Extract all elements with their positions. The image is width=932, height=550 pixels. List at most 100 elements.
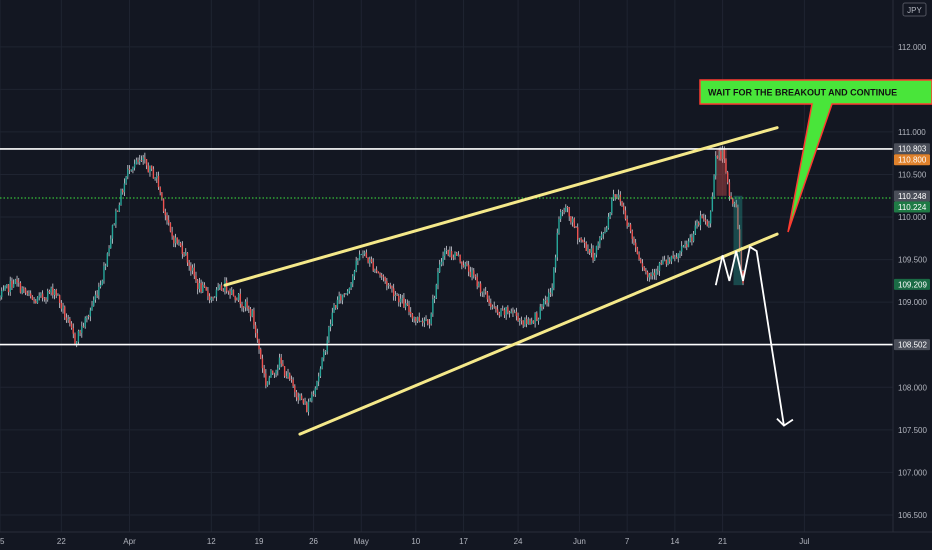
candle-body — [275, 370, 277, 375]
candle-body — [732, 198, 734, 204]
candle-body — [91, 305, 93, 311]
candle-body — [55, 289, 57, 296]
candle-body — [241, 304, 243, 308]
candle-body — [587, 249, 589, 252]
candle-body — [733, 203, 736, 205]
candle-body — [48, 290, 51, 293]
candle-body — [708, 223, 710, 226]
candle-body — [440, 261, 443, 265]
candle-body — [510, 311, 512, 314]
candle-body — [570, 216, 572, 223]
candle-body — [341, 294, 344, 301]
price-tags: 110.803 110.800 110.248 110.224 109.209 108.5… — [894, 143, 930, 351]
candle-body — [445, 250, 448, 251]
candle-body — [650, 274, 652, 276]
x-tick-label: Apr — [123, 537, 136, 546]
candle-body — [137, 160, 139, 162]
candle-body — [669, 259, 671, 262]
candle-body — [200, 283, 202, 292]
candle-body — [379, 273, 381, 275]
candle-body — [243, 307, 245, 308]
candle-body — [626, 218, 628, 226]
price-tag-label: 108.502 — [898, 341, 927, 350]
candle-body — [554, 257, 557, 268]
candle-body — [590, 248, 593, 253]
candle-body — [65, 317, 68, 321]
candle-body — [449, 251, 451, 256]
candle-body — [381, 274, 383, 277]
x-tick-label: 15 — [0, 537, 5, 546]
price-tag-label: 109.209 — [898, 280, 927, 289]
candle-body — [464, 263, 466, 267]
candle-body — [508, 312, 511, 314]
candle-body — [186, 252, 189, 263]
candle-body — [387, 284, 390, 286]
candle-body — [573, 218, 576, 228]
candle-body — [711, 196, 714, 212]
candle-body — [307, 401, 310, 413]
candle-body — [142, 157, 144, 161]
candle-body — [2, 289, 5, 291]
candle-body — [273, 373, 276, 375]
candle-body — [634, 242, 637, 248]
candle-body — [139, 159, 141, 162]
candle-body — [563, 211, 565, 212]
candle-body — [444, 250, 446, 256]
candle-body — [174, 237, 177, 244]
candle-body — [641, 263, 644, 268]
annotation-callout[interactable]: WAIT FOR THE BREAKOUT AND CONTINUE — [699, 79, 932, 233]
candle-body — [188, 262, 190, 266]
candle-body — [289, 373, 291, 380]
candle-body — [703, 218, 705, 220]
candle-body — [116, 210, 119, 212]
candle-body — [328, 327, 330, 341]
callout-bubble — [699, 79, 932, 233]
candle-body — [559, 212, 562, 220]
candle-body — [556, 233, 558, 258]
candle-body — [471, 270, 473, 277]
candle-body — [544, 300, 547, 301]
candle-body — [401, 297, 403, 299]
candle-body — [340, 295, 342, 301]
candle-body — [735, 203, 737, 208]
candle-body — [726, 172, 729, 183]
candle-body — [588, 249, 591, 253]
candle-body — [447, 250, 449, 256]
candle-body — [123, 183, 126, 193]
time-axis[interactable]: 15 22 Apr 12 19 26 May 10 17 24 Jun 7 14 21 Jul — [0, 537, 810, 546]
candle-body — [469, 271, 472, 277]
candle-body — [730, 195, 732, 199]
candle-body — [536, 313, 538, 322]
candle-body — [551, 288, 553, 294]
candle-body — [575, 227, 577, 228]
candle-body — [99, 284, 102, 287]
candle-body — [611, 198, 613, 214]
candle-body — [64, 306, 66, 318]
candle-body — [631, 231, 633, 239]
candle-body — [623, 205, 625, 211]
candle-body — [333, 305, 335, 313]
candle-body — [609, 213, 611, 217]
y-tick-label: 109.500 — [898, 256, 927, 265]
candle-body — [658, 262, 661, 271]
candle-body — [513, 311, 516, 313]
candle-body — [254, 325, 257, 334]
candle-body — [358, 254, 361, 261]
currency-badge[interactable]: JPY — [902, 2, 927, 17]
candle-body — [198, 283, 201, 290]
candle-body — [98, 286, 100, 296]
candle-body — [682, 245, 685, 247]
candle-body — [433, 297, 436, 300]
candle-body — [285, 375, 288, 377]
candle-body — [427, 319, 429, 324]
candle-body — [394, 294, 397, 297]
candle-body — [16, 279, 18, 283]
candle-body — [314, 388, 316, 395]
candle-body — [438, 264, 441, 273]
candle-body — [522, 320, 524, 326]
candle-body — [505, 307, 507, 315]
candle-body — [7, 284, 10, 293]
candle-body — [87, 316, 90, 317]
candle-body — [643, 267, 645, 271]
